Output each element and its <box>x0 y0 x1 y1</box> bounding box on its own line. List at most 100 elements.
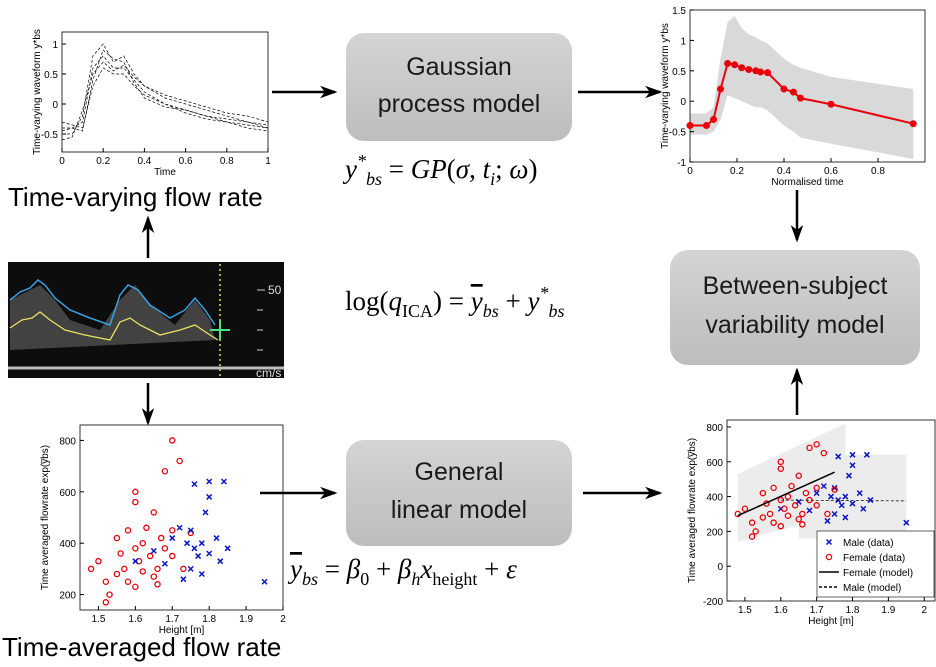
y-tick-label: 0 <box>717 562 723 573</box>
data-point <box>710 115 717 123</box>
equation-part: * <box>539 283 548 303</box>
y-tick-label: 200 <box>59 591 76 602</box>
data-point <box>795 515 802 523</box>
equation-part: = <box>382 154 411 184</box>
x-tick-label: 1.9 <box>881 605 895 616</box>
x-tick-label: 0.8 <box>220 156 234 167</box>
equation-part: log( <box>345 286 389 316</box>
equation-part: t <box>483 154 492 184</box>
data-point <box>150 547 157 554</box>
series-line <box>737 471 835 517</box>
process-box <box>346 440 572 546</box>
data-point <box>187 527 194 534</box>
data-point <box>738 64 746 72</box>
confidence-band <box>798 454 907 539</box>
equation-part: β <box>346 554 361 584</box>
data-point <box>102 578 110 585</box>
x-tick-label: 1.5 <box>92 614 106 625</box>
x-tick-label: 1 <box>265 156 271 167</box>
series-line <box>61 67 269 129</box>
equation-part: ; <box>495 154 509 184</box>
plot-frame <box>61 31 269 153</box>
scale-label: 50 <box>268 283 282 297</box>
x-tick-label: 1.7 <box>810 605 824 616</box>
x-tick-label: 0 <box>59 156 65 167</box>
data-point <box>842 514 849 521</box>
box-label: Gaussian <box>406 53 512 81</box>
data-point <box>198 570 205 578</box>
data-point <box>813 441 820 448</box>
y-tick-label: 400 <box>706 493 723 504</box>
series-line <box>690 62 914 127</box>
x-tick-label: 0.6 <box>824 166 838 177</box>
data-point <box>827 493 835 500</box>
equation: log(qICA) = ybs + y*bs <box>345 283 564 321</box>
data-point <box>220 478 227 485</box>
y-tick-label: 400 <box>59 539 76 550</box>
data-point <box>845 472 852 479</box>
chart: 1.5 1.6 1.7 1.8 1.9 2 200 400 600 800 Height [m] Ti… <box>40 424 286 636</box>
y-tick-label: 800 <box>706 423 723 434</box>
legend-symbol <box>825 538 833 546</box>
data-point <box>795 472 802 479</box>
series-line <box>61 49 269 132</box>
x-tick-label: 0.4 <box>137 156 151 167</box>
data-point <box>806 444 813 452</box>
x-tick-label: 0.6 <box>179 156 193 167</box>
data-point <box>856 490 863 497</box>
data-point <box>202 509 209 516</box>
x-tick-label: 2 <box>921 605 927 616</box>
data-point <box>831 484 838 491</box>
y-tick-label: 0.5 <box>44 70 58 81</box>
equation-part: ) = <box>433 286 471 316</box>
data-point <box>686 122 694 130</box>
equation-part: + <box>477 554 506 584</box>
x-axis-label: Time <box>154 167 176 178</box>
data-point <box>139 568 146 575</box>
data-point <box>87 565 95 573</box>
data-point <box>780 85 788 93</box>
data-point <box>806 507 813 514</box>
data-point <box>835 453 842 460</box>
data-point <box>161 467 169 475</box>
data-point <box>903 519 910 526</box>
data-point <box>206 493 213 500</box>
data-point <box>791 502 799 509</box>
data-point <box>813 490 820 497</box>
x-tick-label: 1.9 <box>239 614 253 625</box>
data-point <box>777 458 785 466</box>
x-tick-label: 1.8 <box>846 605 860 616</box>
data-point <box>154 581 161 588</box>
data-point <box>764 69 772 77</box>
data-point <box>184 540 191 547</box>
y-tick-label: -200 <box>703 597 723 608</box>
data-point <box>157 534 165 542</box>
data-point <box>770 519 777 526</box>
equation-part: y <box>468 286 483 316</box>
y-axis-label: Time-varying waveform y*bs <box>660 23 671 149</box>
data-point <box>139 539 146 547</box>
equation-part: ε <box>506 554 517 584</box>
data-point <box>831 486 838 493</box>
x-tick-label: 0.8 <box>871 166 885 177</box>
equation-part: h <box>411 569 420 589</box>
series-line <box>62 43 269 135</box>
data-point <box>195 553 202 560</box>
series-line <box>780 499 907 502</box>
ultrasound-image: 50 cm/s <box>8 262 284 380</box>
x-tick-label: 1.7 <box>165 614 179 625</box>
data-point <box>781 505 788 513</box>
data-point <box>176 524 183 531</box>
data-point <box>849 500 856 507</box>
data-point <box>741 505 749 513</box>
equation-part: y <box>524 286 539 316</box>
data-point <box>132 488 139 496</box>
data-point <box>150 573 158 580</box>
data-point <box>143 524 150 532</box>
data-point <box>180 576 187 583</box>
data-point <box>796 94 804 102</box>
box-label: linear model <box>391 496 527 524</box>
y-axis-label: Time averaged flowrate exp(y̅bs) <box>40 445 51 590</box>
x-tick-label: 0.4 <box>777 166 791 177</box>
data-point <box>198 540 205 547</box>
